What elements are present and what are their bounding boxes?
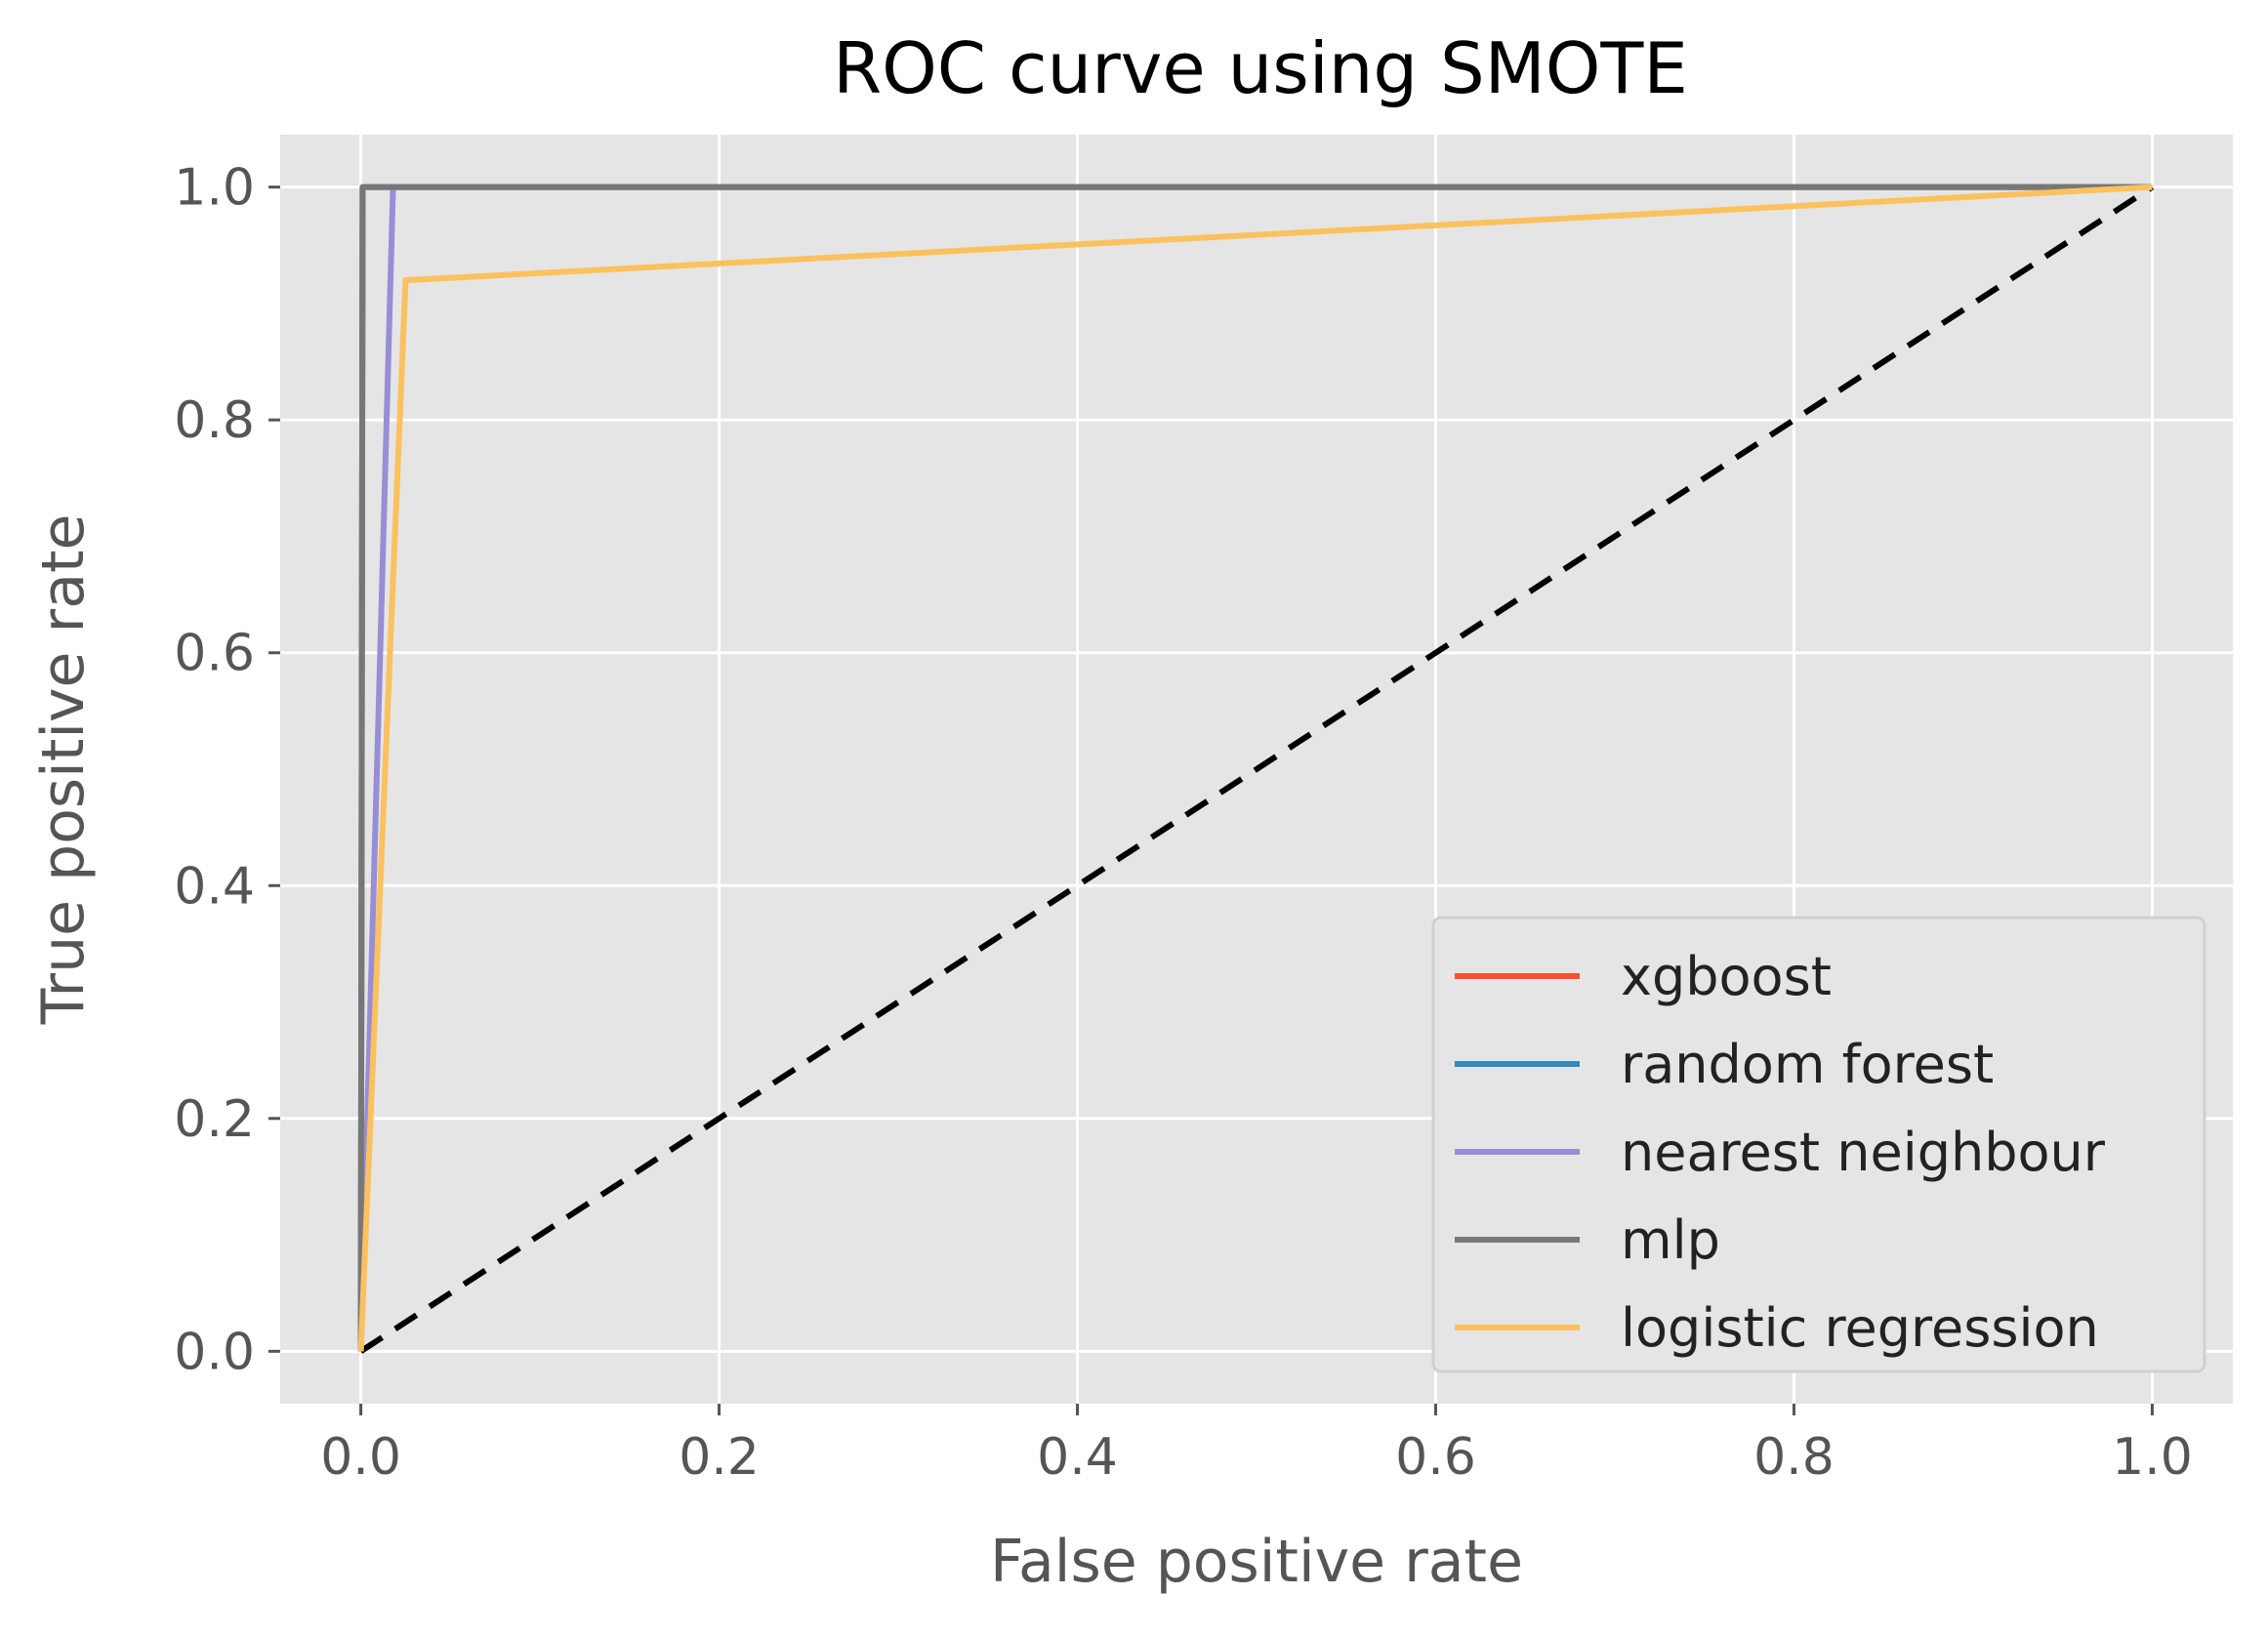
x-axis-label: False positive rate xyxy=(990,1528,1523,1596)
legend-label-mlp: mlp xyxy=(1621,1209,1720,1271)
y-tick-label: 0.8 xyxy=(174,391,255,450)
y-tick-label: 0.2 xyxy=(174,1090,255,1149)
x-tick-label: 0.4 xyxy=(1037,1428,1118,1487)
x-tick-label: 0.2 xyxy=(679,1428,760,1487)
legend-label-xgboost: xgboost xyxy=(1621,946,1832,1007)
series-line-mlp xyxy=(357,184,2153,1352)
y-axis-label: True positive rate xyxy=(29,514,98,1026)
x-tick-label: 0.0 xyxy=(320,1428,401,1487)
legend: xgboost random forest nearest neighbour mlp… xyxy=(1431,916,2206,1373)
y-tick-label: 0.6 xyxy=(174,625,255,683)
axis-ticks: 0.0 0.2 0.4 0.6 0.8 1.0 0.0 0.2 0.4 0.6 0.8 1.0 xyxy=(174,159,2192,1487)
y-tick-label: 0.4 xyxy=(174,857,255,916)
y-tick-label: 0.0 xyxy=(174,1323,255,1381)
legend-box xyxy=(1431,916,2206,1373)
legend-label-random-forest: random forest xyxy=(1621,1034,1994,1095)
legend-label-nearest-neighbour: nearest neighbour xyxy=(1621,1122,2106,1183)
grid-lines xyxy=(280,135,2233,1404)
reference-diagonal-line xyxy=(358,184,2155,1354)
legend-label-logistic-regression: logistic regression xyxy=(1621,1297,2099,1359)
x-tick-label: 0.6 xyxy=(1395,1428,1476,1487)
series-line-logistic-regression xyxy=(357,184,2153,1352)
chart-title: ROC curve using SMOTE xyxy=(833,27,1688,109)
y-tick-label: 1.0 xyxy=(174,159,255,218)
x-tick-label: 1.0 xyxy=(2112,1428,2193,1487)
x-tick-label: 0.8 xyxy=(1753,1428,1835,1487)
series-lines xyxy=(357,184,2155,1354)
